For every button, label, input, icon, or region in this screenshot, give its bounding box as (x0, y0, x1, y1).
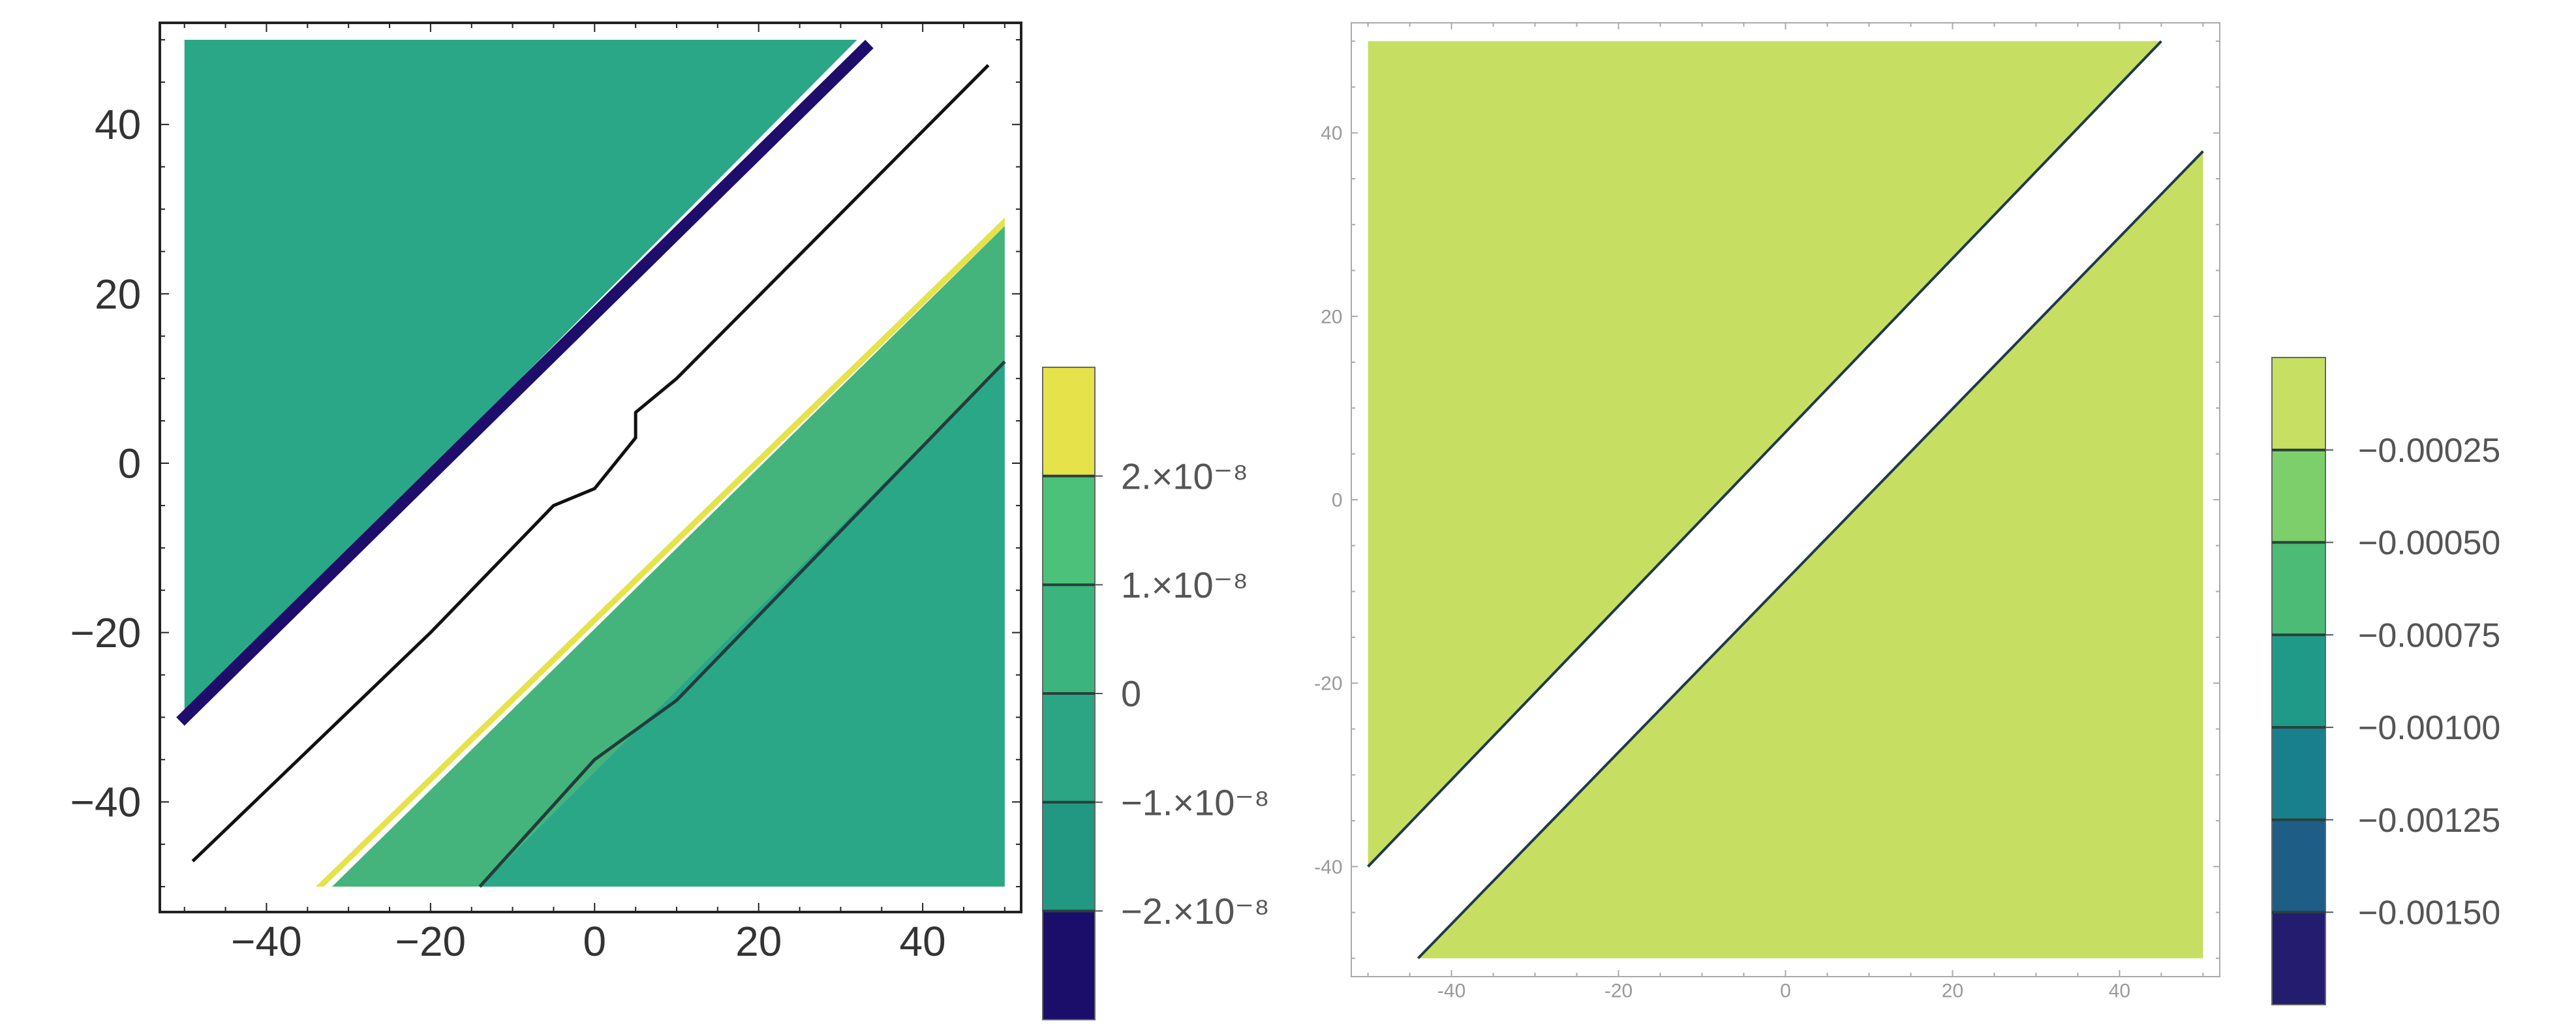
colorbar-segment (2272, 449, 2325, 543)
x-tick-label: 40 (2109, 981, 2130, 1002)
colorbar-label: 0 (1121, 673, 1141, 714)
y-tick-label: 0 (1332, 490, 1343, 511)
colorbar-segment (2272, 635, 2325, 727)
region-lower-right-band (332, 226, 1005, 887)
region-lower-right (480, 361, 1005, 887)
y-tick-label: −40 (70, 779, 142, 826)
x-tick-label: 20 (1942, 981, 1963, 1002)
colorbar-label: 2.×10⁻⁸ (1121, 455, 1248, 496)
plot-frame (159, 22, 1022, 913)
colorbar: −0.00025 −0.00050 −0.00075 −0.00100 −0.00125… (2271, 357, 2500, 1005)
contour-lower-line (478, 360, 1006, 888)
y-tick-label: 0 (118, 440, 142, 487)
colorbar-segment (1043, 476, 1095, 585)
x-tick-label: 20 (735, 918, 782, 965)
colorbar-label: −1.×10⁻⁸ (1121, 782, 1270, 823)
colorbar-label: 1.×10⁻⁸ (1121, 564, 1248, 605)
colorbar-label: −0.00150 (2358, 894, 2500, 932)
colorbar-segment (1043, 585, 1095, 693)
y-tick-label: -20 (1314, 673, 1342, 695)
colorbar-segment (2272, 912, 2325, 1005)
y-tick-label: 40 (1321, 123, 1342, 144)
x-tick-label: -20 (1604, 981, 1633, 1002)
colorbar-segment (1043, 367, 1095, 476)
minor-ticks (160, 23, 1021, 912)
chart-2: -40 -20 0 20 4040200-20-40−0.00025−0.00050−0… (1314, 22, 2500, 1005)
chart-1: −40 −20 0 20 40 40 20 0 −20 −40 2.×10⁻⁸ 1.×10⁻⁸ 0 −1.… (70, 22, 1270, 1020)
x-tick-label: 40 (900, 918, 946, 965)
y-tick-label: 40 (95, 101, 141, 148)
colorbar-frame (2271, 357, 2326, 1005)
colorbar-segment (2272, 819, 2325, 913)
colorbar-label: −2.×10⁻⁸ (1121, 891, 1270, 932)
contour-upper-edge (1367, 40, 2162, 868)
colorbar-segment (1043, 693, 1095, 802)
x-tick-label: -40 (1437, 981, 1465, 1002)
colorbar-label: −0.00050 (2358, 525, 2500, 562)
colorbar-segment (2272, 542, 2325, 635)
region-dark-edge (176, 39, 874, 726)
x-tick-label: 0 (583, 918, 606, 965)
colorbar-segment (1043, 802, 1095, 911)
x-tick-label: −40 (231, 918, 302, 965)
colorbar-label: −0.00025 (2358, 432, 2500, 470)
colorbar-segment (2272, 358, 2325, 450)
y-tick-label: -40 (1314, 857, 1342, 878)
y-tick-label: 20 (95, 271, 141, 318)
x-tick-label: 0 (1780, 981, 1791, 1002)
contour-center-line (191, 64, 990, 862)
colorbar: 2.×10⁻⁸ 1.×10⁻⁸ 0 −1.×10⁻⁸ −2.×10⁻⁸ (1042, 367, 1270, 1020)
colorbar-label: −0.00100 (2358, 709, 2500, 747)
contour-lower-edge (1417, 150, 2204, 960)
region-yellow-edge (315, 217, 1005, 887)
y-tick-label: −20 (70, 609, 142, 656)
minor-ticks (1351, 23, 2220, 977)
y-tick-label: 20 (1321, 306, 1342, 328)
colorbar-label: −0.00125 (2358, 802, 2500, 840)
colorbar-segment (1043, 911, 1095, 1020)
colorbar-label: −0.00075 (2358, 617, 2500, 654)
x-tick-label: −20 (395, 918, 467, 965)
colorbar-segment (2272, 727, 2325, 820)
